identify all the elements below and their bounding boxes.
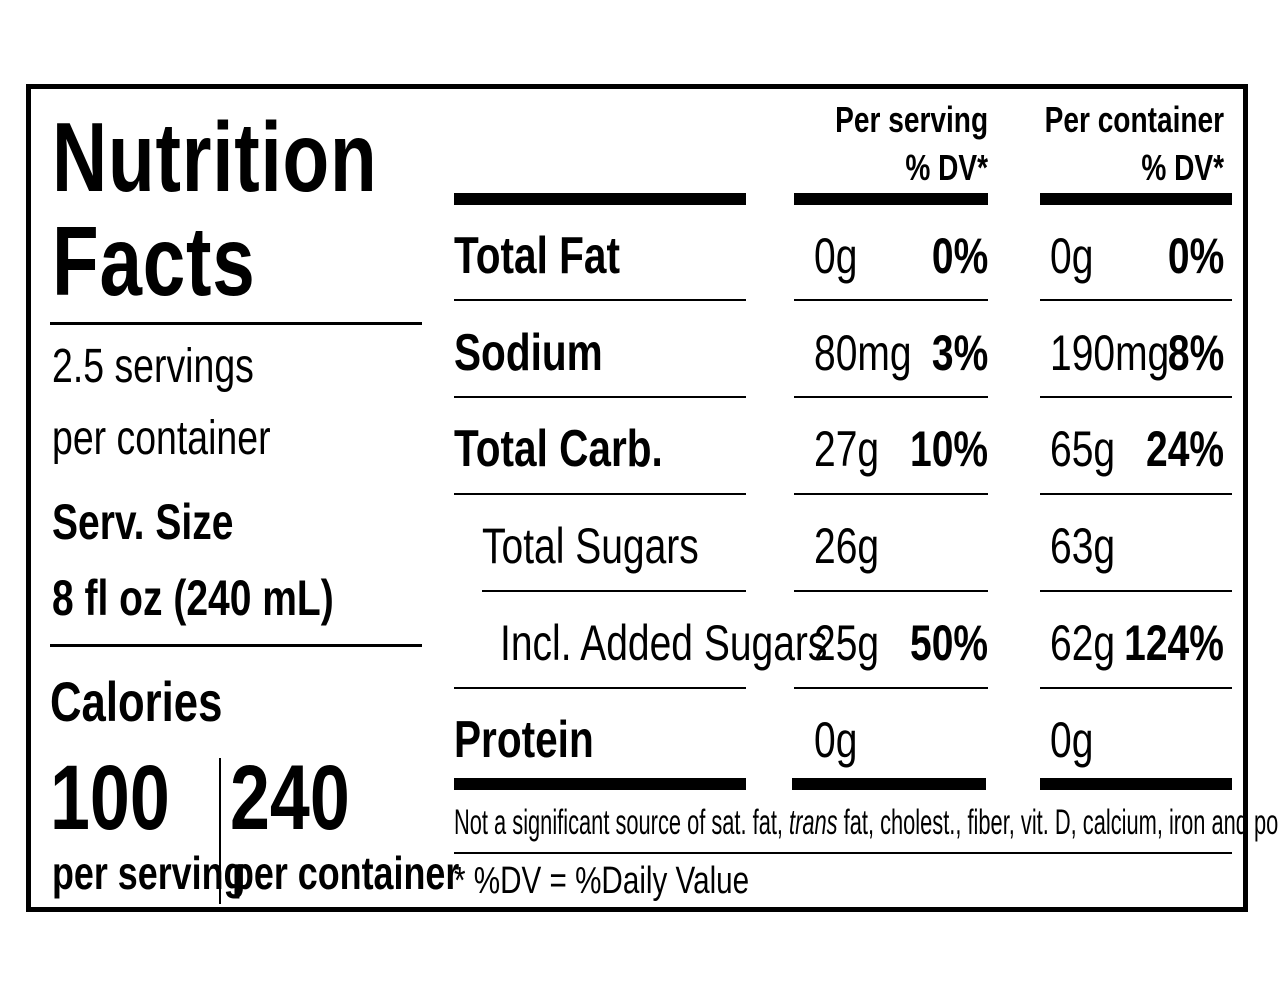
row-divider (794, 493, 988, 495)
row-divider (794, 687, 988, 689)
serving-dv: 0% (931, 228, 988, 284)
nutrient-name: Sodium (454, 324, 603, 382)
dv-footnote: * %DV = %Daily Value (454, 860, 750, 902)
nutrient-name: Total Fat (454, 227, 620, 285)
title-facts: Facts (52, 206, 256, 316)
footnote-text: Not a significant source of sat. fat, (454, 803, 790, 842)
nutrition-facts-panel (26, 84, 1248, 912)
container-dv: 8% (1167, 325, 1224, 381)
per-serving-dv-header: % DV* (905, 147, 988, 188)
container-amount: 190mg (1050, 325, 1170, 381)
container-dv: 124% (1124, 615, 1224, 671)
footnote-text: fat, cholest., fiber, vit. D, calcium, i… (837, 803, 1278, 842)
nutrient-name: Total Sugars (482, 518, 699, 574)
serving-size-value: 8 fl oz (240 mL) (52, 570, 334, 626)
serving-amount: 25g (814, 615, 880, 671)
per-container-header: Per container (1044, 99, 1224, 140)
footnote-trans: trans (789, 803, 838, 842)
row-divider (454, 396, 746, 398)
row-divider (482, 590, 746, 592)
container-amount: 62g (1050, 615, 1116, 671)
serving-amount: 0g (814, 712, 858, 768)
bottom-rule-serving (792, 778, 986, 790)
header-rule-container (1040, 193, 1232, 205)
calories-per-container-value: 240 (230, 747, 350, 849)
row-divider (454, 493, 746, 495)
container-amount: 63g (1050, 518, 1116, 574)
row-divider (454, 687, 746, 689)
calories-per-serving-value: 100 (50, 747, 170, 849)
servings-per-container-line2: per container (52, 412, 271, 465)
row-divider (794, 396, 988, 398)
nutrient-name: Protein (454, 711, 594, 769)
serving-size-label: Serv. Size (52, 494, 234, 550)
row-divider (454, 299, 746, 301)
container-amount: 0g (1050, 712, 1094, 768)
serving-divider (50, 644, 422, 647)
title-divider (50, 322, 422, 325)
calories-divider (219, 758, 221, 904)
serving-amount: 26g (814, 518, 880, 574)
serving-amount: 27g (814, 421, 880, 477)
calories-label: Calories (50, 670, 223, 733)
serving-amount: 0g (814, 228, 858, 284)
nutrient-name: Incl. Added Sugars (500, 615, 828, 671)
per-serving-header: Per serving (835, 99, 988, 140)
row-divider (794, 299, 988, 301)
row-divider (1040, 396, 1232, 398)
calories-per-container-label: per container (232, 847, 460, 899)
serving-dv: 3% (931, 325, 988, 381)
header-rule-nutrient (454, 193, 746, 205)
row-divider (1040, 299, 1232, 301)
footnote-not-significant: Not a significant source of sat. fat, tr… (454, 804, 1278, 842)
serving-dv: 50% (909, 615, 988, 671)
container-dv: 0% (1167, 228, 1224, 284)
container-amount: 0g (1050, 228, 1094, 284)
footnote-divider (454, 852, 1232, 854)
row-divider (1040, 590, 1232, 592)
nutrient-name: Total Carb. (454, 420, 663, 478)
container-amount: 65g (1050, 421, 1116, 477)
container-dv: 24% (1145, 421, 1224, 477)
bottom-rule-nutrient (454, 778, 746, 790)
header-rule-serving (794, 193, 988, 205)
per-container-dv-header: % DV* (1141, 147, 1224, 188)
calories-per-serving-label: per serving (52, 847, 246, 899)
row-divider (794, 590, 988, 592)
serving-dv: 10% (909, 421, 988, 477)
servings-per-container-line1: 2.5 servings (52, 340, 254, 393)
row-divider (1040, 687, 1232, 689)
title-nutrition: Nutrition (52, 102, 378, 212)
row-divider (1040, 493, 1232, 495)
serving-amount: 80mg (814, 325, 912, 381)
bottom-rule-container (1040, 778, 1232, 790)
